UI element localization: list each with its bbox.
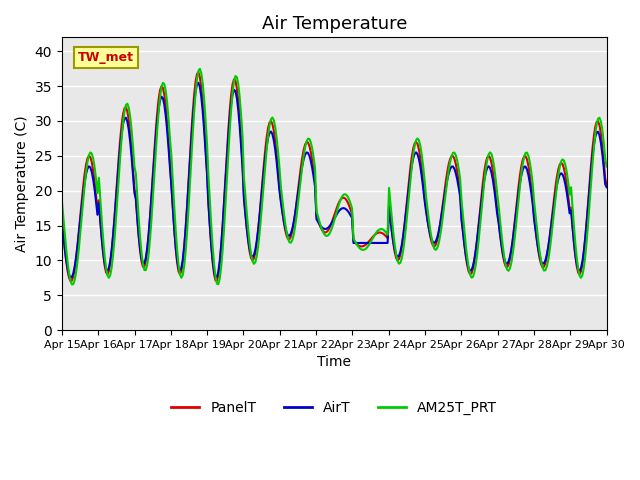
- Y-axis label: Air Temperature (C): Air Temperature (C): [15, 115, 29, 252]
- Line: AirT: AirT: [62, 83, 607, 277]
- AirT: [341, 205, 349, 211]
- Legend: PanelT, AirT, AM25T_PRT: PanelT, AirT, AM25T_PRT: [166, 396, 503, 421]
- AM25T_PRT: [78, 213, 86, 219]
- PanelT: [449, 153, 457, 159]
- AM25T_PRT: [449, 150, 457, 156]
- PanelT: [602, 176, 609, 182]
- AM25T_PRT: [531, 199, 538, 204]
- AirT: [95, 200, 103, 206]
- X-axis label: Time: Time: [317, 355, 351, 370]
- AM25T_PRT: [95, 175, 103, 181]
- PanelT: [603, 181, 611, 187]
- AirT: [449, 164, 457, 169]
- AirT: [602, 181, 609, 187]
- AM25T_PRT: [341, 192, 349, 197]
- AM25T_PRT: [602, 156, 609, 162]
- AirT: [58, 219, 66, 225]
- PanelT: [58, 216, 66, 221]
- PanelT: [341, 195, 349, 201]
- PanelT: [195, 70, 202, 75]
- PanelT: [78, 197, 86, 203]
- Line: AM25T_PRT: AM25T_PRT: [62, 69, 607, 284]
- PanelT: [531, 213, 538, 219]
- AirT: [603, 184, 611, 190]
- Line: PanelT: PanelT: [62, 72, 607, 281]
- PanelT: [67, 278, 74, 284]
- AM25T_PRT: [603, 164, 611, 169]
- AM25T_PRT: [196, 66, 204, 72]
- Text: TW_met: TW_met: [78, 51, 134, 64]
- AirT: [531, 216, 538, 222]
- PanelT: [95, 197, 103, 203]
- AirT: [195, 80, 202, 86]
- AirT: [67, 275, 74, 280]
- AirT: [78, 203, 86, 208]
- AM25T_PRT: [58, 199, 66, 204]
- Title: Air Temperature: Air Temperature: [262, 15, 407, 33]
- AM25T_PRT: [68, 281, 76, 287]
